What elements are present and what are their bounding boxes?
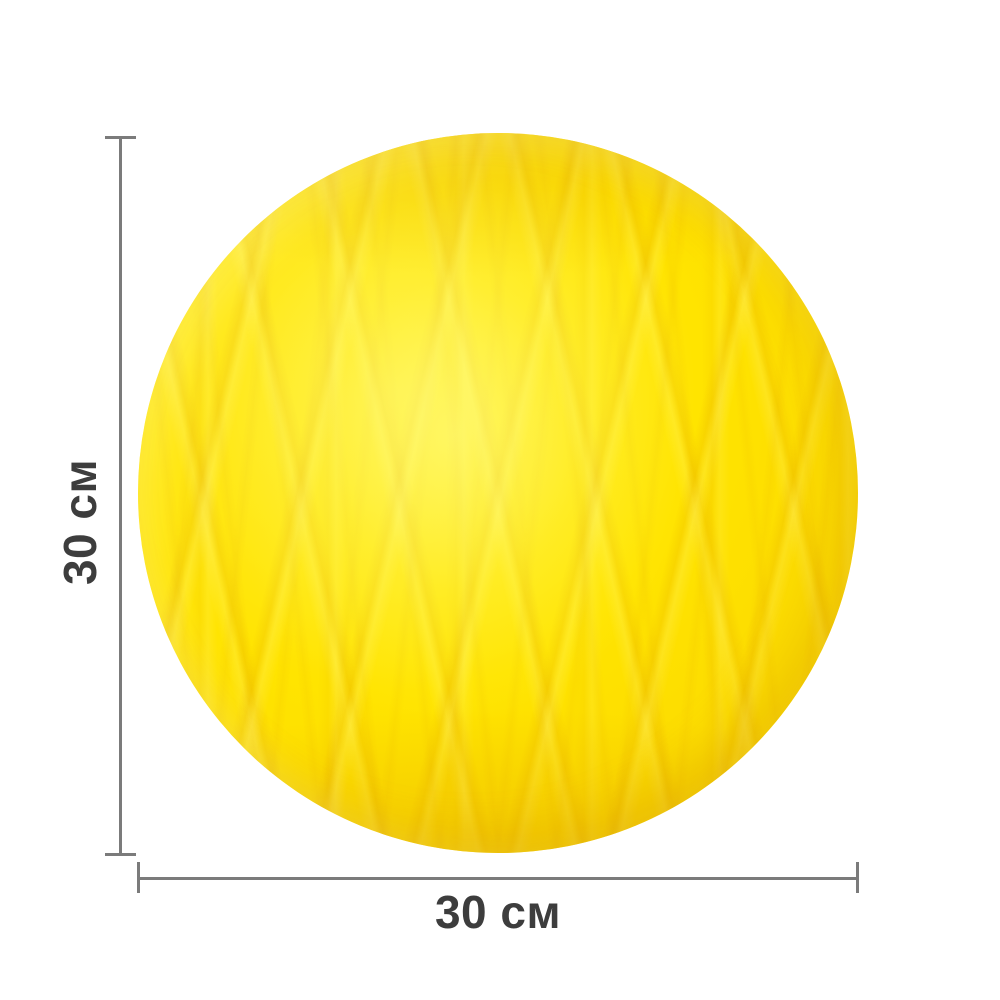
width-dimension-line xyxy=(138,877,859,880)
specular-highlight xyxy=(138,133,858,853)
width-dimension-tick-right xyxy=(856,862,859,893)
product-image-honeycomb-ball xyxy=(138,133,858,853)
width-dimension-tick-left xyxy=(137,862,140,893)
height-dimension-tick-top xyxy=(105,136,136,139)
height-dimension-line xyxy=(119,136,122,856)
height-dimension-tick-bottom xyxy=(105,853,136,856)
sphere-rim-shading xyxy=(138,133,858,853)
sphere-shading xyxy=(138,133,858,853)
width-dimension-label: 30 см xyxy=(434,886,562,938)
pole-shading xyxy=(138,133,858,853)
height-dimension-label: 30 см xyxy=(54,458,106,586)
